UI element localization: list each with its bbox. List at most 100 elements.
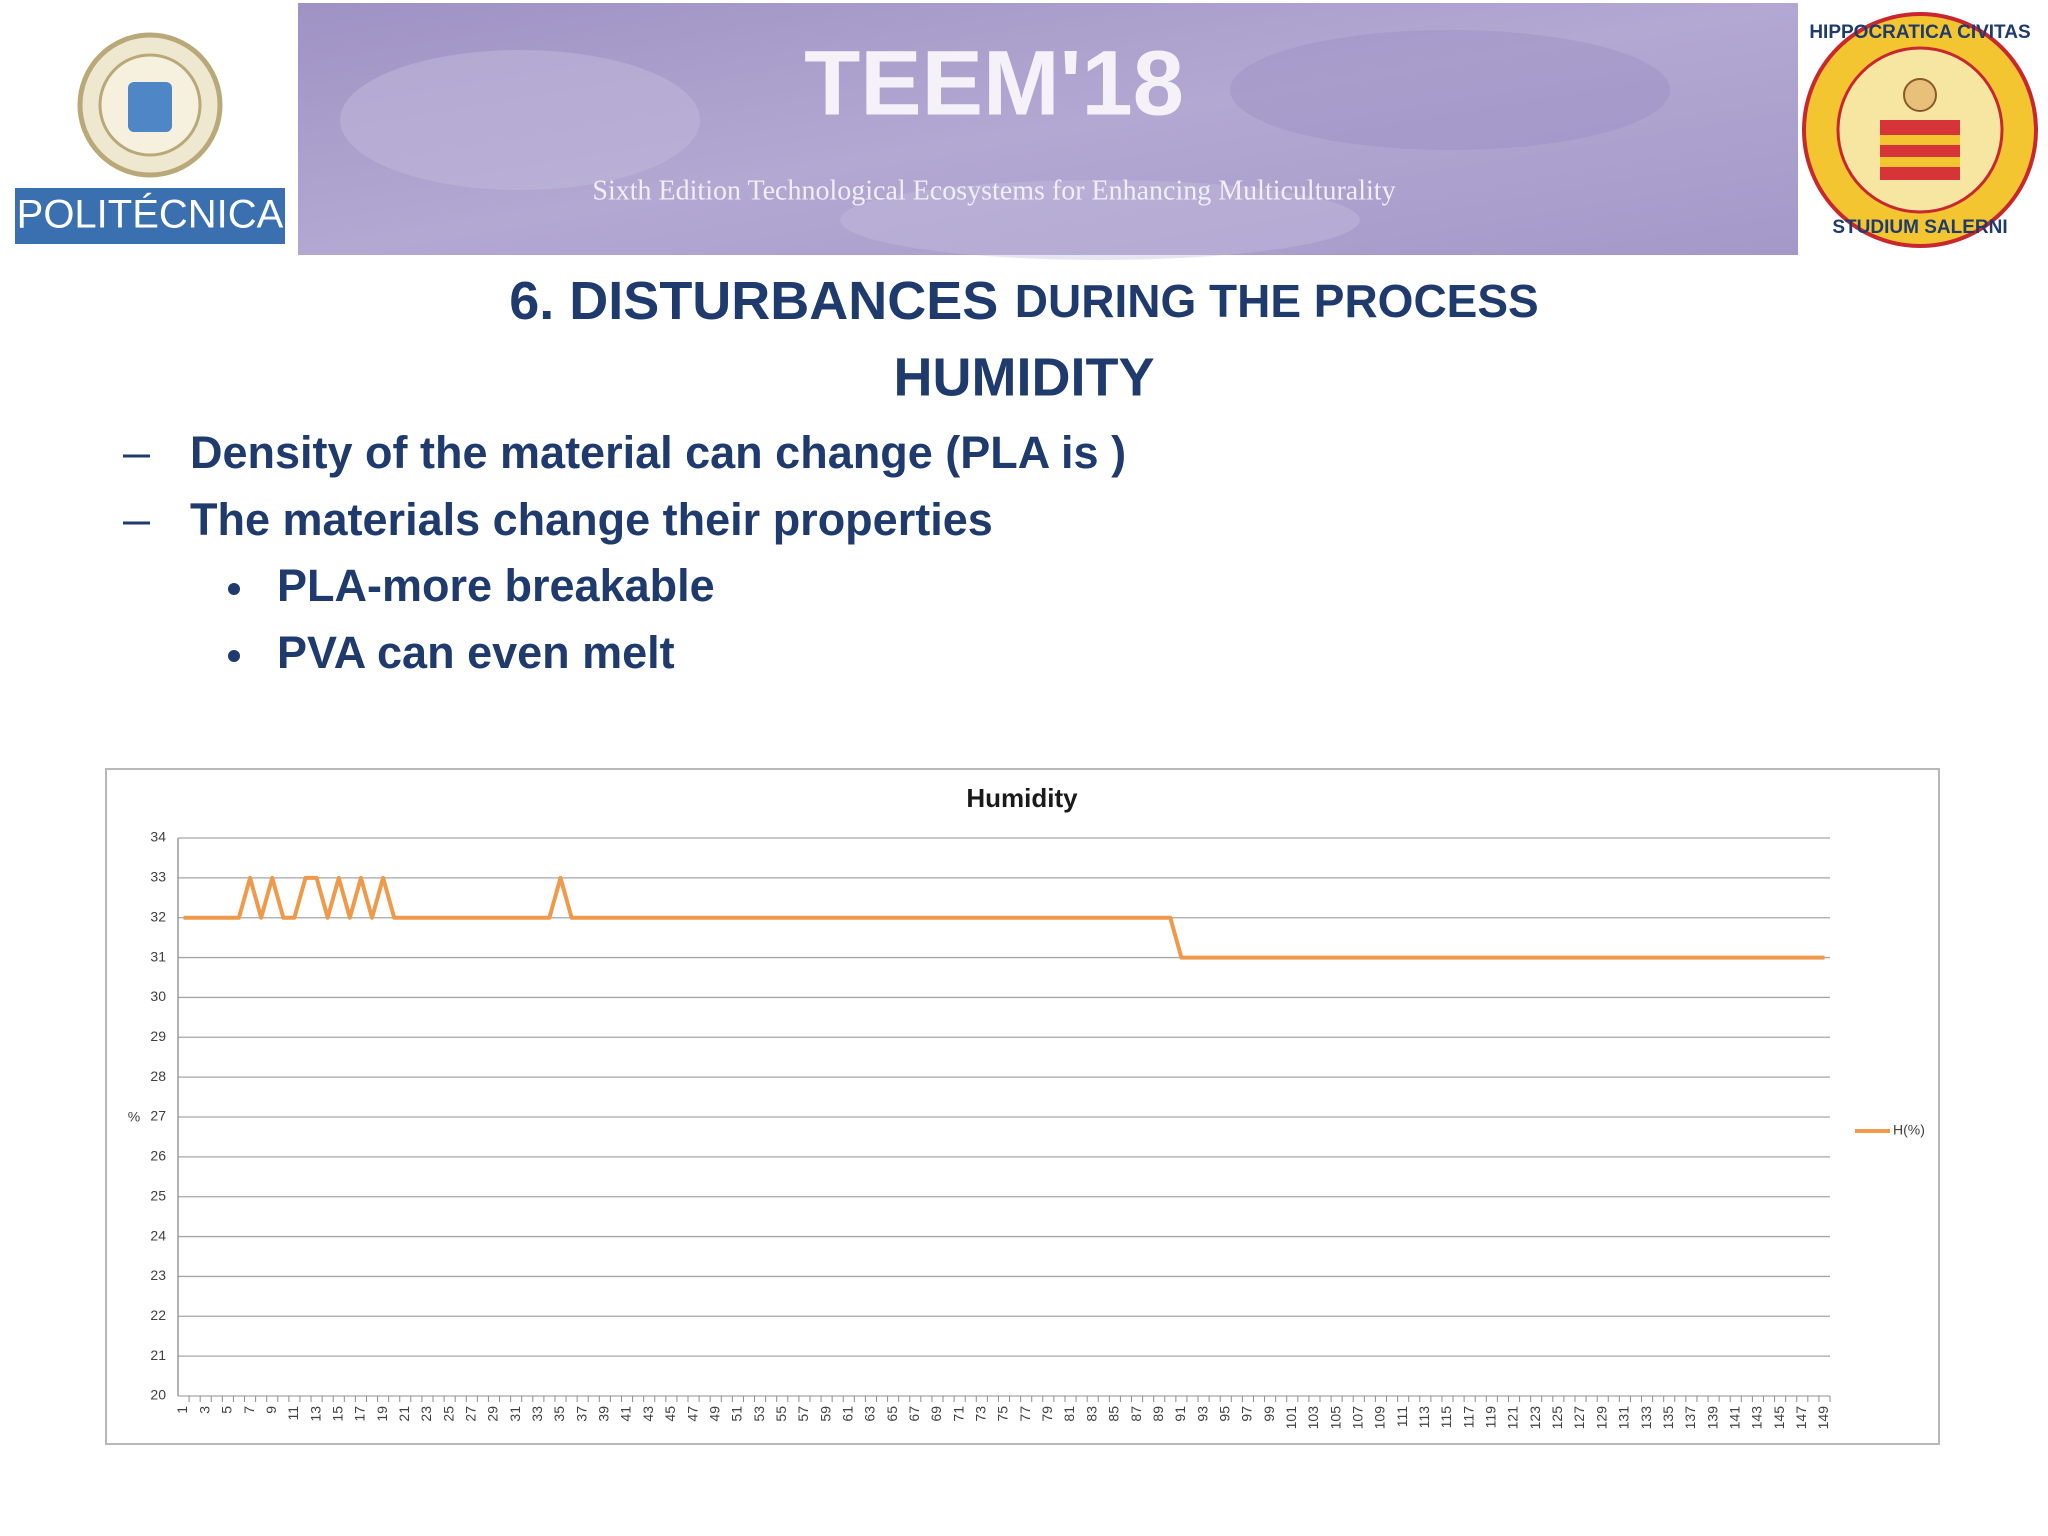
heading-part: 6. DISTURBANCES	[509, 271, 998, 331]
x-tick-label: 33	[529, 1406, 545, 1422]
x-tick-label: 41	[618, 1406, 634, 1422]
x-tick-label: 85	[1106, 1406, 1122, 1422]
x-tick-label: 109	[1372, 1406, 1388, 1430]
x-tick-label: 35	[551, 1406, 567, 1422]
y-tick-label: 22	[150, 1307, 166, 1323]
x-tick-label: 141	[1726, 1406, 1742, 1430]
x-tick-label: 25	[440, 1406, 456, 1422]
bullet-dot	[228, 650, 240, 662]
x-tick-label: 105	[1327, 1406, 1343, 1430]
x-tick-label: 79	[1039, 1406, 1055, 1422]
x-tick-label: 39	[596, 1406, 612, 1422]
x-tick-label: 147	[1793, 1406, 1809, 1430]
heading-line: HUMIDITY	[894, 347, 1155, 407]
x-tick-label: 133	[1638, 1406, 1654, 1430]
x-tick-label: 37	[573, 1406, 589, 1422]
heading: 6. DISTURBANCES DURING THE PROCESS	[509, 271, 1538, 331]
legend-label: H(%)	[1893, 1122, 1925, 1138]
x-tick-label: 69	[928, 1406, 944, 1422]
x-tick-label: 139	[1704, 1406, 1720, 1430]
x-tick-label: 55	[773, 1406, 789, 1422]
y-tick-label: 20	[150, 1387, 166, 1403]
x-tick-label: 127	[1571, 1406, 1587, 1430]
x-tick-label: 97	[1239, 1406, 1255, 1422]
y-axis-label: %	[128, 1109, 140, 1125]
y-tick-label: 26	[150, 1148, 166, 1164]
x-tick-label: 87	[1128, 1406, 1144, 1422]
x-tick-label: 113	[1416, 1406, 1432, 1429]
banner: TEEM'18 Sixth Edition Technological Ecos…	[298, 3, 1798, 260]
x-tick-label: 99	[1261, 1406, 1277, 1422]
x-tick-label: 107	[1349, 1406, 1365, 1430]
sub-bullet: PVA can even melt	[277, 627, 675, 678]
x-tick-label: 137	[1682, 1406, 1698, 1430]
chart-title: Humidity	[966, 783, 1078, 813]
bullet-dot	[228, 583, 240, 595]
x-tick-label: 123	[1527, 1406, 1543, 1430]
x-tick-label: 7	[241, 1406, 257, 1414]
x-tick-label: 93	[1194, 1406, 1210, 1422]
x-tick-label: 83	[1083, 1406, 1099, 1422]
x-tick-label: 111	[1394, 1406, 1410, 1427]
x-tick-label: 43	[640, 1406, 656, 1422]
x-tick-label: 63	[862, 1406, 878, 1422]
x-tick-label: 75	[995, 1406, 1011, 1422]
y-tick-label: 31	[150, 948, 166, 964]
y-tick-label: 21	[150, 1347, 166, 1363]
x-tick-label: 95	[1216, 1406, 1232, 1422]
x-tick-label: 71	[950, 1406, 966, 1422]
x-tick-label: 23	[418, 1406, 434, 1422]
y-tick-label: 24	[150, 1227, 166, 1243]
x-tick-label: 73	[973, 1406, 989, 1422]
y-tick-label: 33	[150, 869, 166, 885]
x-tick-label: 3	[196, 1406, 212, 1414]
bullet: The materials change their properties	[190, 494, 993, 545]
logo-ring-bottom: STUDIUM SALERNI	[1832, 217, 2007, 238]
x-tick-label: 47	[684, 1406, 700, 1422]
x-tick-label: 29	[485, 1406, 501, 1422]
x-tick-label: 57	[795, 1406, 811, 1422]
x-tick-label: 19	[374, 1406, 390, 1422]
x-tick-label: 77	[1017, 1406, 1033, 1422]
x-tick-label: 125	[1549, 1406, 1565, 1430]
x-tick-label: 119	[1483, 1406, 1499, 1429]
x-tick-label: 53	[751, 1406, 767, 1422]
x-tick-label: 143	[1749, 1406, 1765, 1430]
x-tick-label: 17	[352, 1406, 368, 1422]
x-tick-label: 61	[839, 1406, 855, 1422]
chart-frame	[105, 768, 1940, 1445]
x-tick-label: 67	[906, 1406, 922, 1422]
left-logo: POLITÉCNICA	[15, 32, 285, 244]
x-tick-label: 27	[463, 1406, 479, 1422]
banner-subtitle: Sixth Edition Technological Ecosystems f…	[592, 175, 1395, 206]
x-tick-label: 21	[396, 1406, 412, 1422]
banner-title: TEEM'18	[804, 32, 1184, 134]
x-tick-label: 89	[1150, 1406, 1166, 1422]
x-tick-label: 81	[1061, 1406, 1077, 1422]
right-logo: HIPPOCRATICA CIVITAS STUDIUM SALERNI	[1802, 12, 2038, 248]
sub-bullet: PLA-more breakable	[277, 560, 715, 611]
x-tick-label: 145	[1771, 1406, 1787, 1430]
x-tick-label: 1	[174, 1406, 190, 1414]
x-tick-label: 91	[1172, 1406, 1188, 1422]
bullet: Density of the material can change (PLA …	[190, 427, 1126, 478]
x-tick-label: 9	[263, 1406, 279, 1414]
x-tick-label: 129	[1593, 1406, 1609, 1430]
x-tick-label: 117	[1460, 1406, 1476, 1429]
y-tick-label: 27	[150, 1108, 166, 1124]
data-line	[183, 875, 1825, 960]
x-tick-label: 15	[329, 1406, 345, 1422]
x-tick-label: 49	[706, 1406, 722, 1422]
y-tick-label: 34	[150, 829, 166, 845]
x-tick-label: 103	[1305, 1406, 1321, 1430]
x-tick-label: 131	[1616, 1406, 1632, 1430]
y-tick-label: 30	[150, 988, 166, 1004]
x-tick-label: 101	[1283, 1406, 1299, 1430]
x-tick-label: 13	[307, 1406, 323, 1422]
y-tick-label: 32	[150, 908, 166, 924]
x-tick-label: 51	[729, 1406, 745, 1422]
x-tick-label: 31	[507, 1406, 523, 1422]
y-tick-label: 28	[150, 1068, 166, 1084]
